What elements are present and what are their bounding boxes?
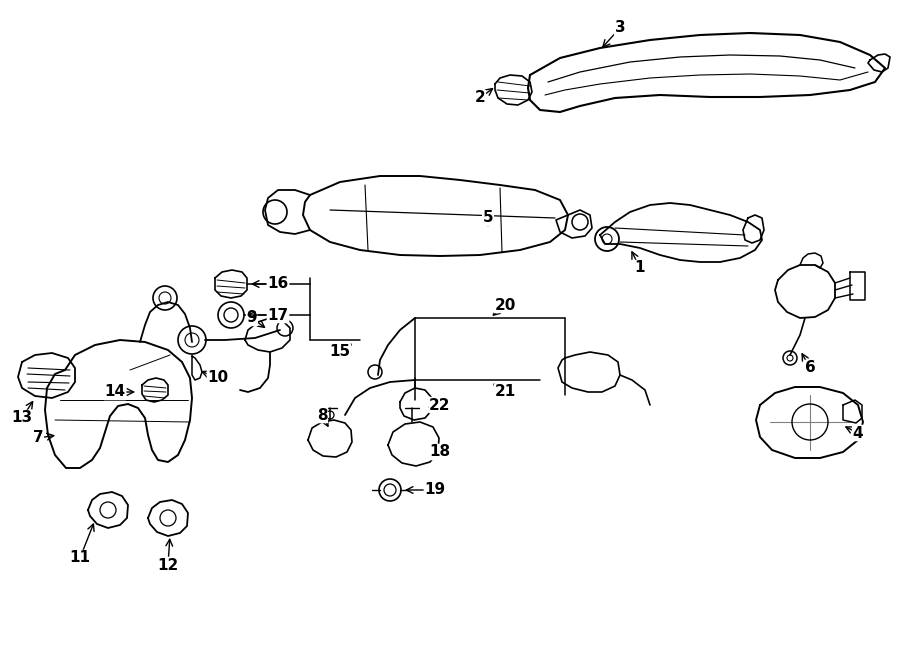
Text: 11: 11 <box>69 551 91 566</box>
Text: 3: 3 <box>615 20 626 36</box>
Text: 20: 20 <box>494 297 516 313</box>
Text: 5: 5 <box>482 210 493 225</box>
Text: 9: 9 <box>247 311 257 325</box>
Text: 18: 18 <box>429 444 451 459</box>
Text: 15: 15 <box>329 344 351 360</box>
Text: 12: 12 <box>158 557 178 572</box>
Text: 22: 22 <box>429 397 451 412</box>
Text: 13: 13 <box>12 410 32 426</box>
Text: 14: 14 <box>104 385 126 399</box>
Text: 16: 16 <box>267 276 289 292</box>
Text: 17: 17 <box>267 307 289 323</box>
Text: 19: 19 <box>425 483 446 498</box>
Text: 10: 10 <box>207 371 229 385</box>
Text: 8: 8 <box>317 407 328 422</box>
Text: 2: 2 <box>474 91 485 106</box>
Text: 21: 21 <box>494 385 516 399</box>
Text: 1: 1 <box>634 260 645 276</box>
Text: 6: 6 <box>805 360 815 375</box>
Text: 7: 7 <box>32 430 43 446</box>
Text: 4: 4 <box>852 426 863 440</box>
